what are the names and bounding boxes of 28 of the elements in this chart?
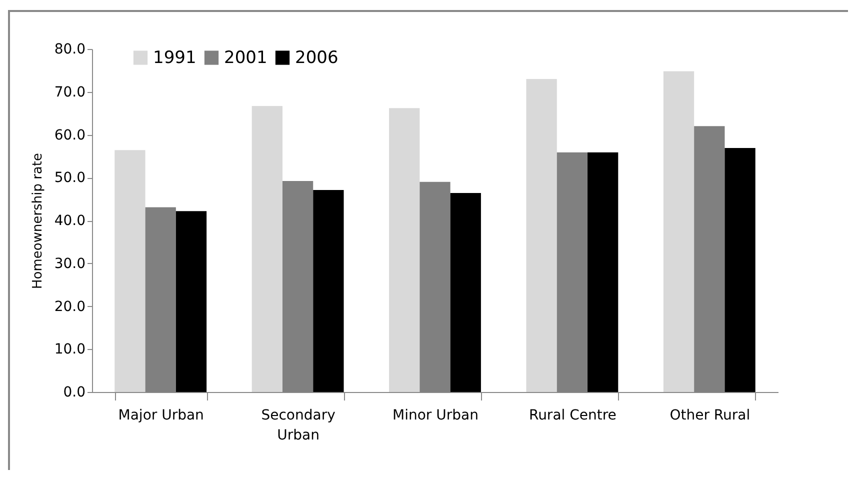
bar (450, 193, 481, 392)
bar (588, 152, 618, 392)
bar (389, 108, 420, 392)
x-tick-label: Other Rural (670, 408, 750, 424)
y-tick-label: 20.0 (54, 298, 86, 315)
x-tick-label: Secondary Urban (261, 408, 336, 444)
bar (663, 71, 694, 392)
y-tick-label: 10.0 (54, 342, 86, 358)
y-tick-label: 70.0 (54, 84, 86, 100)
x-tick-label: Minor Urban (392, 408, 478, 424)
y-tick-label: 40.0 (54, 213, 86, 229)
y-tick-label: 60.0 (54, 127, 86, 144)
legend-label: 2001 (224, 48, 268, 68)
y-tick-label: 50.0 (54, 170, 86, 186)
x-tick-label: Rural Centre (528, 408, 616, 424)
legend-label: 1991 (153, 48, 196, 68)
y-tick-label: 0.0 (63, 384, 86, 400)
bar (176, 211, 207, 392)
bar (313, 190, 344, 392)
bar (724, 148, 756, 392)
y-tick-label: 80.0 (54, 42, 86, 58)
legend-label: 2006 (295, 48, 338, 68)
bar (252, 106, 282, 392)
x-tick-label: Major Urban (118, 408, 204, 424)
bar (526, 79, 557, 392)
bar (114, 150, 146, 392)
y-tick-label: 30.0 (54, 256, 86, 272)
y-axis-title: Homeownership rate (30, 153, 46, 289)
